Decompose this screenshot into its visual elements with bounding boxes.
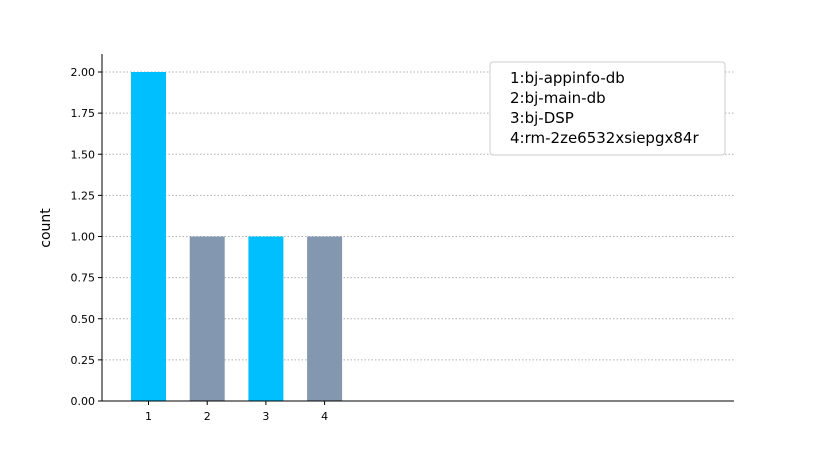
y-tick-label: 0.75 [71, 272, 96, 285]
y-tick-label: 1.00 [71, 231, 96, 244]
x-tick-label: 3 [262, 410, 269, 423]
y-tick-label: 1.25 [71, 189, 96, 202]
x-tick-label: 1 [145, 410, 152, 423]
legend-box [489, 61, 726, 156]
bars [131, 72, 343, 401]
legend-entry: 3:bj-DSP [510, 109, 574, 127]
y-ticks: 0.00 0.25 0.50 0.75 1.00 1.25 1.50 1.75 2.00 [71, 66, 102, 408]
x-tick-label: 4 [321, 410, 328, 423]
y-tick-label: 0.25 [71, 354, 96, 367]
y-tick-label: 1.75 [71, 107, 96, 120]
legend: 1:bj-appinfo-db 2:bj-main-db 3:bj-DSP 4:rm-… [489, 61, 726, 156]
x-tick-label: 2 [204, 410, 211, 423]
y-tick-label: 0.00 [71, 395, 96, 408]
y-axis-title: count [38, 208, 54, 248]
bar [248, 236, 284, 401]
y-tick-label: 0.50 [71, 313, 96, 326]
y-tick-label: 2.00 [71, 66, 96, 79]
bar [307, 236, 343, 401]
legend-entry: 1:bj-appinfo-db [510, 69, 625, 87]
legend-entry: 4:rm-2ze6532xsiepgx84r [510, 129, 699, 147]
bar [131, 72, 166, 401]
legend-entry: 2:bj-main-db [510, 89, 606, 107]
y-tick-label: 1.50 [71, 148, 96, 161]
x-ticks: 1 2 3 4 [145, 401, 328, 423]
bar [189, 236, 225, 401]
